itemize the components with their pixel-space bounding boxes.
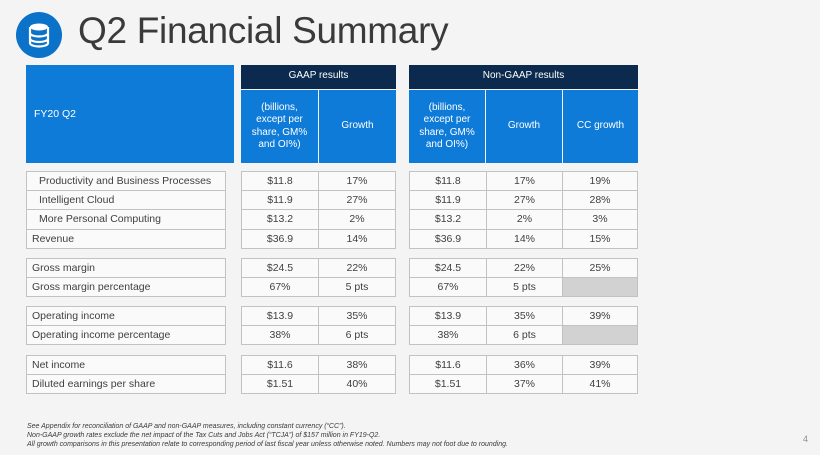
cell-cc-growth: 39% bbox=[562, 355, 638, 375]
cell-ng-growth: 37% bbox=[486, 373, 563, 394]
cell-cc-growth: 25% bbox=[562, 258, 638, 278]
gaap-billions-header: (billions, except per share, GM% and OI%… bbox=[241, 90, 318, 163]
cell-ng-growth: 2% bbox=[486, 209, 563, 230]
cell-cc-growth: 28% bbox=[562, 189, 638, 210]
logo-badge bbox=[16, 12, 62, 58]
page-number: 4 bbox=[802, 434, 808, 444]
row-label: Operating income percentage bbox=[26, 324, 226, 345]
cell-gaap-value: 67% bbox=[241, 276, 319, 297]
cell-ng-growth: 36% bbox=[486, 355, 563, 375]
cell-gaap-value: $11.8 bbox=[241, 171, 319, 191]
cell-ng-growth: 5 pts bbox=[486, 276, 563, 297]
cell-gaap-value: $1.51 bbox=[241, 373, 319, 394]
cell-gaap-value: $13.9 bbox=[241, 306, 319, 326]
cell-gaap-value: 38% bbox=[241, 324, 319, 345]
cell-gaap-growth: 5 pts bbox=[318, 276, 396, 297]
cell-ng-value: $1.51 bbox=[409, 373, 487, 394]
cell-ng-value: $24.5 bbox=[409, 258, 487, 278]
footnote-2: Non-GAAP growth rates exclude the net im… bbox=[27, 432, 381, 439]
cell-gaap-value: $24.5 bbox=[241, 258, 319, 278]
cell-cc-growth: 19% bbox=[562, 171, 638, 191]
period-label: FY20 Q2 bbox=[34, 108, 77, 120]
cell-ng-growth: 17% bbox=[486, 171, 563, 191]
row-label: Net income bbox=[26, 355, 226, 375]
cell-ng-value: $13.9 bbox=[409, 306, 487, 326]
cell-ng-value: $36.9 bbox=[409, 228, 487, 249]
row-label: More Personal Computing bbox=[26, 209, 226, 230]
cell-ng-value: $11.6 bbox=[409, 355, 487, 375]
cc-growth-header: CC growth bbox=[563, 90, 638, 163]
row-label: Intelligent Cloud bbox=[26, 189, 226, 210]
gaap-growth-header: Growth bbox=[319, 90, 396, 163]
cell-cc-growth: 41% bbox=[562, 373, 638, 394]
cell-gaap-value: $36.9 bbox=[241, 228, 319, 249]
nongaap-header: Non-GAAP results bbox=[409, 65, 638, 89]
cell-ng-growth: 22% bbox=[486, 258, 563, 278]
cell-gaap-growth: 27% bbox=[318, 189, 396, 210]
period-header: FY20 Q2 bbox=[26, 65, 234, 163]
cell-ng-value: 38% bbox=[409, 324, 487, 345]
cell-gaap-growth: 35% bbox=[318, 306, 396, 326]
cell-ng-growth: 35% bbox=[486, 306, 563, 326]
cell-gaap-growth: 14% bbox=[318, 228, 396, 249]
cell-gaap-value: $11.6 bbox=[241, 355, 319, 375]
cell-gaap-growth: 17% bbox=[318, 171, 396, 191]
cell-gaap-growth: 38% bbox=[318, 355, 396, 375]
cell-gaap-growth: 40% bbox=[318, 373, 396, 394]
row-label: Gross margin percentage bbox=[26, 276, 226, 297]
cell-cc-growth: 3% bbox=[562, 209, 638, 230]
row-label: Revenue bbox=[26, 228, 226, 249]
cell-ng-value: $11.9 bbox=[409, 189, 487, 210]
footnote-1: See Appendix for reconciliation of GAAP … bbox=[27, 423, 346, 430]
database-icon bbox=[28, 23, 50, 48]
row-label: Diluted earnings per share bbox=[26, 373, 226, 394]
cell-cc-growth: 15% bbox=[562, 228, 638, 249]
cell-ng-growth: 6 pts bbox=[486, 324, 563, 345]
cell-cc-growth bbox=[562, 324, 638, 345]
page-title: Q2 Financial Summary bbox=[78, 10, 449, 51]
footnote-3: All growth comparisons in this presentat… bbox=[27, 441, 508, 448]
row-label: Productivity and Business Processes bbox=[26, 171, 226, 191]
nongaap-growth-header: Growth bbox=[486, 90, 562, 163]
row-label: Gross margin bbox=[26, 258, 226, 278]
cell-ng-value: $11.8 bbox=[409, 171, 487, 191]
row-label: Operating income bbox=[26, 306, 226, 326]
cell-ng-growth: 27% bbox=[486, 189, 563, 210]
cell-cc-growth: 39% bbox=[562, 306, 638, 326]
nongaap-billions-header: (billions, except per share, GM% and OI%… bbox=[409, 90, 485, 163]
cell-ng-value: $13.2 bbox=[409, 209, 487, 230]
cell-gaap-value: $13.2 bbox=[241, 209, 319, 230]
cell-gaap-value: $11.9 bbox=[241, 189, 319, 210]
cell-gaap-growth: 6 pts bbox=[318, 324, 396, 345]
cell-gaap-growth: 22% bbox=[318, 258, 396, 278]
cell-ng-value: 67% bbox=[409, 276, 487, 297]
cell-ng-growth: 14% bbox=[486, 228, 563, 249]
cell-gaap-growth: 2% bbox=[318, 209, 396, 230]
gaap-header: GAAP results bbox=[241, 65, 396, 89]
cell-cc-growth bbox=[562, 276, 638, 297]
